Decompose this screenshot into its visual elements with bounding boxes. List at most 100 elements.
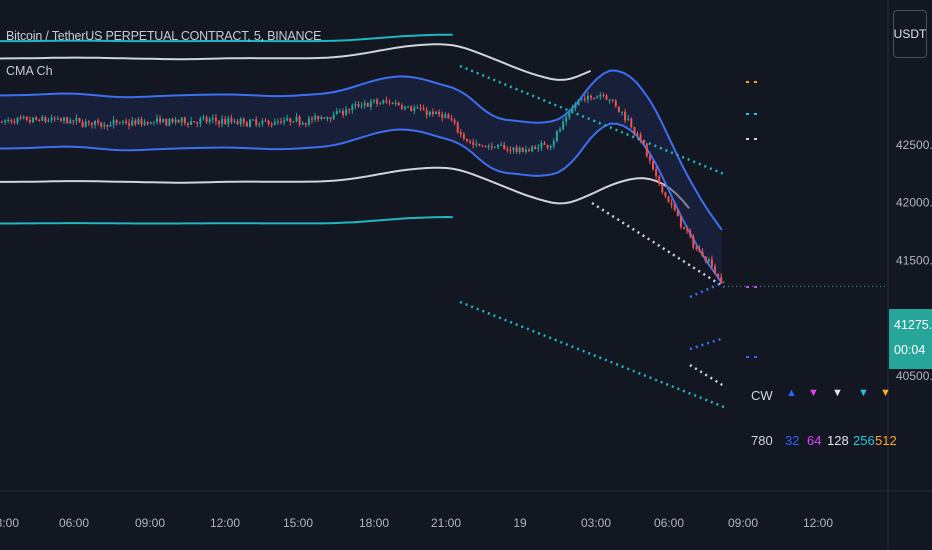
candle-body [478,143,481,146]
candle-body [391,102,394,104]
candle-body [475,143,478,145]
candle-body [140,119,143,125]
candle-body [311,118,313,120]
last-price-label: 41275.5 [894,318,932,332]
candle-body [255,119,258,125]
candle-body [193,121,196,123]
candle-body [552,141,555,147]
candle-body [661,183,664,193]
candle-body [360,105,363,107]
candle-body [574,104,577,109]
candle-body [714,266,716,274]
candle-body [639,134,642,141]
x-tick-label: 09:00 [728,516,758,530]
candle-body [562,121,565,130]
currency-button[interactable]: USDT [893,10,927,58]
proj-32-lower [689,336,725,351]
candle-body [416,107,419,109]
band-128-upper [0,43,591,81]
candle-body [435,111,437,115]
candle-body [276,121,279,123]
candle-body [686,229,689,231]
candle-body [413,107,416,111]
candle-body [41,117,44,121]
candle-body [338,111,341,113]
candle-body [481,145,484,147]
indicator-label[interactable]: CMA Ch [6,64,53,78]
candle-body [242,118,245,123]
candle-body [19,117,22,119]
candle-body [214,117,217,122]
candle-body [388,101,391,103]
candle-body [658,176,661,184]
candle-body [462,134,465,139]
candle-body [22,116,25,119]
candle-body [97,120,100,123]
candle-body [717,273,720,277]
candle-body [586,95,589,100]
x-tick-label: 19 [513,516,527,530]
candle-body [453,120,456,123]
down-triangle-icon: ▼ [832,387,843,399]
candle-body [357,104,360,107]
candle-body [177,119,180,123]
x-tick-label: 12:00 [210,516,240,530]
candle-body [7,120,10,122]
period-value: 512 [875,433,897,448]
candle-body [524,149,527,152]
candle-body [593,97,596,99]
down-triangle-icon: ▼ [858,387,869,399]
candle-body [493,147,496,149]
candle-body [664,192,667,197]
candle-body [329,117,332,119]
candle-body [655,169,658,177]
candle-body [273,122,276,126]
candle-body [549,146,552,148]
candle-body [125,121,127,124]
candle-body [642,140,645,144]
candle-body [109,124,112,127]
x-tick-label: 03:00 [0,516,19,530]
candle-body [404,106,406,109]
candle-body [546,144,549,148]
candle-body [497,145,499,148]
candle-body [190,121,193,125]
candle-body [50,117,53,121]
y-tick-label: 40500.0 [896,369,932,383]
candle-body [534,146,537,149]
candle-body [366,103,369,107]
candle-body [627,118,630,121]
candle-body [314,115,317,120]
candle-body [69,120,72,124]
candle-body [106,124,109,127]
candle-body [267,120,270,125]
candle-body [289,118,292,123]
proj-128-upper [591,201,725,289]
candle-body [670,202,673,206]
candle-body [4,120,7,122]
candle-body [605,95,608,100]
candle-body [326,117,329,119]
candle-body [59,118,62,121]
candle-body [252,119,255,121]
candle-body [410,106,413,111]
candle-body [199,118,202,124]
candle-body [571,108,574,113]
candle-body [382,100,385,104]
candle-body [332,114,335,119]
symbol-title[interactable]: Bitcoin / TetherUS PERPETUAL CONTRACT, 5… [6,29,322,43]
candle-body [422,108,425,111]
candle-body [521,147,524,152]
candle-body [459,132,462,135]
candle-body [218,121,220,125]
candle-body [624,111,627,121]
candle-body [103,124,106,127]
candle-body [205,117,208,123]
candle-body [90,122,93,125]
candle-body [236,121,239,125]
candle-body [617,106,620,112]
candle-body [683,226,685,230]
candle-body [258,123,261,125]
